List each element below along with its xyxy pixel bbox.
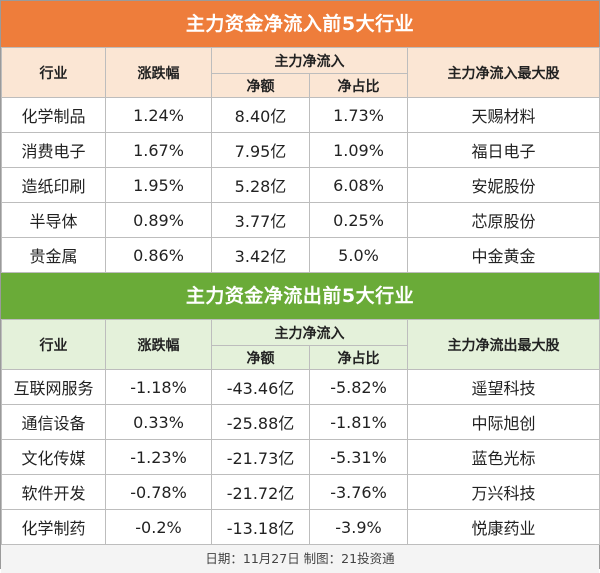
top-stock-cell: 福日电子 xyxy=(407,132,600,168)
top-stock-cell: 蓝色光标 xyxy=(407,439,600,475)
outflow-header-top-stock: 主力净流出最大股 xyxy=(407,319,600,370)
net-cell: -13.18亿 xyxy=(211,509,310,545)
top-stock-cell: 中金黄金 xyxy=(407,237,600,273)
ratio-cell: 0.25% xyxy=(309,202,408,238)
ratio-cell: 5.0% xyxy=(309,237,408,273)
net-cell: 8.40亿 xyxy=(211,97,310,133)
table-row: 通信设备 0.33% -25.88亿 -1.81% 中际旭创 xyxy=(1,404,600,440)
outflow-header-change: 涨跌幅 xyxy=(105,319,212,370)
ratio-cell: 1.73% xyxy=(309,97,408,133)
outflow-table: 行业 涨跌幅 主力净流入 主力净流出最大股 净额 净占比 互联网服务 -1.18… xyxy=(1,319,600,545)
inflow-header-industry: 行业 xyxy=(1,47,106,98)
inflow-header-change: 涨跌幅 xyxy=(105,47,212,98)
ratio-cell: -1.81% xyxy=(309,404,408,440)
top-stock-cell: 万兴科技 xyxy=(407,474,600,510)
ratio-cell: 6.08% xyxy=(309,167,408,203)
industry-cell: 消费电子 xyxy=(1,132,106,168)
table-row: 互联网服务 -1.18% -43.46亿 -5.82% 遥望科技 xyxy=(1,369,600,405)
industry-cell: 化学制品 xyxy=(1,97,106,133)
change-cell: 0.33% xyxy=(105,404,212,440)
net-cell: 3.42亿 xyxy=(211,237,310,273)
table-row: 化学制品 1.24% 8.40亿 1.73% 天赐材料 xyxy=(1,97,600,133)
change-cell: 0.89% xyxy=(105,202,212,238)
net-cell: -25.88亿 xyxy=(211,404,310,440)
ratio-cell: -3.76% xyxy=(309,474,408,510)
inflow-header-ratio: 净占比 xyxy=(309,73,408,98)
industry-cell: 通信设备 xyxy=(1,404,106,440)
change-cell: 1.67% xyxy=(105,132,212,168)
ratio-cell: -5.31% xyxy=(309,439,408,475)
net-cell: 5.28亿 xyxy=(211,167,310,203)
change-cell: 1.24% xyxy=(105,97,212,133)
top-stock-cell: 芯原股份 xyxy=(407,202,600,238)
ratio-cell: -3.9% xyxy=(309,509,408,545)
top-stock-cell: 天赐材料 xyxy=(407,97,600,133)
inflow-header-net: 净额 xyxy=(211,73,310,98)
top-stock-cell: 中际旭创 xyxy=(407,404,600,440)
industry-cell: 软件开发 xyxy=(1,474,106,510)
outflow-header-ratio: 净占比 xyxy=(309,345,408,370)
net-cell: 3.77亿 xyxy=(211,202,310,238)
net-cell: -21.72亿 xyxy=(211,474,310,510)
table-row: 消费电子 1.67% 7.95亿 1.09% 福日电子 xyxy=(1,132,600,168)
industry-cell: 贵金属 xyxy=(1,237,106,273)
ratio-cell: -5.82% xyxy=(309,369,408,405)
table-row: 文化传媒 -1.23% -21.73亿 -5.31% 蓝色光标 xyxy=(1,439,600,475)
top-stock-cell: 安妮股份 xyxy=(407,167,600,203)
outflow-header-main-flow: 主力净流入 xyxy=(211,319,408,346)
inflow-header-main-flow: 主力净流入 xyxy=(211,47,408,74)
table-row: 半导体 0.89% 3.77亿 0.25% 芯原股份 xyxy=(1,202,600,238)
ratio-cell: 1.09% xyxy=(309,132,408,168)
inflow-header-top-stock: 主力净流入最大股 xyxy=(407,47,600,98)
industry-cell: 化学制药 xyxy=(1,509,106,545)
table-row: 贵金属 0.86% 3.42亿 5.0% 中金黄金 xyxy=(1,237,600,273)
net-cell: -43.46亿 xyxy=(211,369,310,405)
top-stock-cell: 遥望科技 xyxy=(407,369,600,405)
industry-cell: 半导体 xyxy=(1,202,106,238)
outflow-header-net: 净额 xyxy=(211,345,310,370)
change-cell: 1.95% xyxy=(105,167,212,203)
change-cell: 0.86% xyxy=(105,237,212,273)
table-row: 化学制药 -0.2% -13.18亿 -3.9% 悦康药业 xyxy=(1,509,600,545)
industry-cell: 互联网服务 xyxy=(1,369,106,405)
top-stock-cell: 悦康药业 xyxy=(407,509,600,545)
industry-cell: 文化传媒 xyxy=(1,439,106,475)
table-row: 造纸印刷 1.95% 5.28亿 6.08% 安妮股份 xyxy=(1,167,600,203)
inflow-table: 行业 涨跌幅 主力净流入 主力净流入最大股 净额 净占比 化学制品 1.24% … xyxy=(1,47,600,273)
table-row: 软件开发 -0.78% -21.72亿 -3.76% 万兴科技 xyxy=(1,474,600,510)
net-cell: 7.95亿 xyxy=(211,132,310,168)
change-cell: -1.18% xyxy=(105,369,212,405)
change-cell: -0.2% xyxy=(105,509,212,545)
change-cell: -0.78% xyxy=(105,474,212,510)
outflow-title: 主力资金净流出前5大行业 xyxy=(1,273,599,319)
industry-cell: 造纸印刷 xyxy=(1,167,106,203)
inflow-title: 主力资金净流入前5大行业 xyxy=(1,1,599,47)
outflow-header-industry: 行业 xyxy=(1,319,106,370)
source-footer: 日期：11月27日 制图：21投资通 xyxy=(1,545,599,573)
net-cell: -21.73亿 xyxy=(211,439,310,475)
change-cell: -1.23% xyxy=(105,439,212,475)
